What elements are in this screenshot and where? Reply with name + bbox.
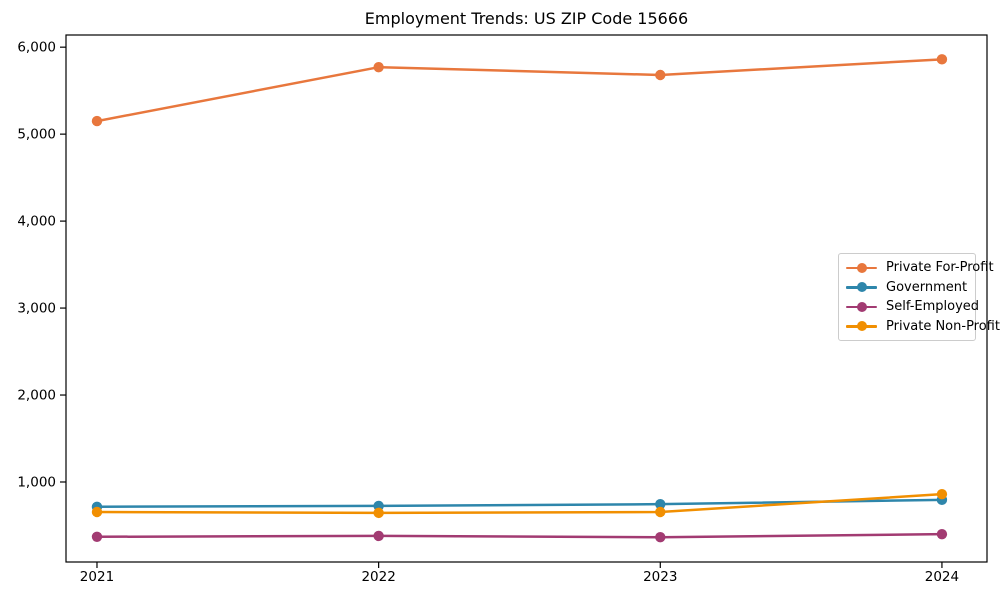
line-marker-icon — [846, 321, 877, 332]
legend-label: Self-Employed — [886, 299, 980, 315]
data-point — [655, 69, 666, 81]
y-axis: 1,000 2,000 3,000 4,000 5,000 6,000 — [17, 40, 66, 490]
y-tick-label: 1,000 — [17, 474, 56, 490]
data-point — [936, 528, 948, 540]
legend-label: Government — [886, 279, 968, 295]
legend: Private For-Profit Government Self-Emplo… — [838, 253, 1000, 341]
plot-border — [65, 34, 988, 563]
data-point — [655, 498, 666, 510]
x-tick-label: 2022 — [361, 569, 395, 585]
data-point — [655, 506, 666, 518]
series-private-non-profit — [91, 488, 948, 519]
series-line — [95, 492, 944, 515]
y-tick-label: 3,000 — [17, 301, 56, 317]
legend-label: Private For-Profit — [886, 260, 994, 276]
line-marker-icon — [846, 262, 877, 273]
legend-item-private-non-profit: Private Non-Profit — [846, 317, 1000, 337]
data-point — [91, 115, 103, 127]
data-point — [91, 506, 103, 518]
x-tick-label: 2021 — [80, 569, 114, 585]
data-point — [373, 61, 384, 73]
data-point — [91, 531, 103, 542]
data-point — [936, 54, 948, 65]
line-marker-icon — [846, 301, 877, 312]
data-point — [655, 532, 666, 543]
x-axis: 2021 2022 2023 2024 — [80, 562, 959, 585]
series-private-for-profit — [91, 54, 948, 127]
legend-item-government: Government — [846, 278, 968, 298]
data-point — [936, 488, 948, 500]
data-point — [373, 507, 384, 519]
legend-item-private-for-profit: Private For-Profit — [846, 258, 994, 278]
line-marker-icon — [846, 282, 877, 293]
series-line — [95, 532, 944, 539]
series-line — [95, 58, 944, 123]
legend-item-self-employed: Self-Employed — [846, 297, 979, 317]
legend-label: Private Non-Profit — [886, 318, 1000, 334]
y-tick-label: 6,000 — [17, 40, 56, 56]
series-government — [91, 494, 948, 512]
series-self-employed — [91, 528, 948, 543]
data-point — [373, 530, 384, 542]
x-tick-label: 2023 — [643, 569, 677, 585]
y-tick-label: 5,000 — [17, 127, 56, 143]
y-tick-label: 4,000 — [17, 214, 56, 230]
x-tick-label: 2024 — [925, 569, 959, 585]
chart-title: Employment Trends: US ZIP Code 15666 — [364, 9, 689, 28]
y-tick-label: 2,000 — [17, 388, 56, 404]
